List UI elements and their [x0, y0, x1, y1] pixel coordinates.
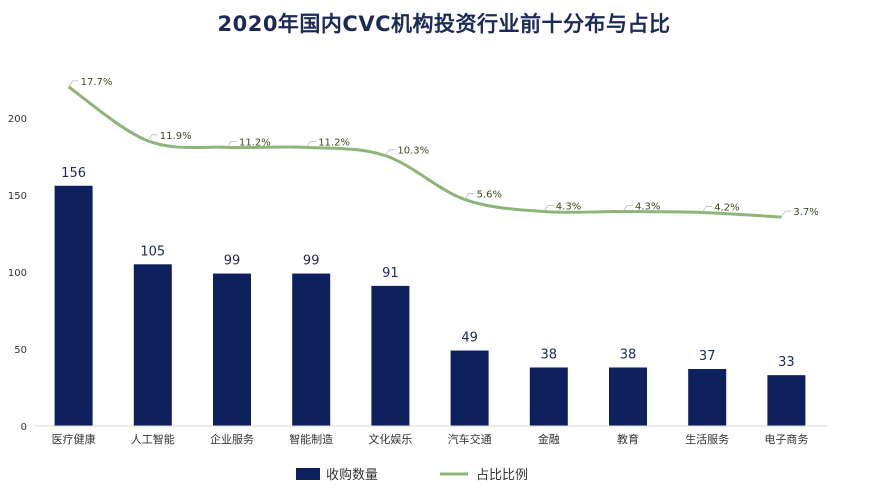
chart-title: 2020年国内CVC机构投资行业前十分布与占比 [217, 12, 671, 36]
y-tick-label: 50 [14, 345, 27, 356]
y-tick-label: 150 [8, 191, 27, 202]
pct-leader [543, 205, 554, 212]
line-series: 17.7% 11.9% 11.2% 11.2% 10.3% 5.6% 4.3% 4.3% 4.2… [67, 77, 819, 219]
category-label: 医疗健康 [52, 432, 96, 446]
line-path [67, 85, 782, 219]
bar [450, 350, 489, 426]
bar [54, 185, 93, 426]
pct-value-label: 4.2% [714, 202, 739, 213]
pct-value-label: 10.3% [397, 146, 429, 157]
legend-bar-swatch [296, 468, 320, 480]
bar [292, 273, 331, 426]
y-axis: 0 50 100 150 200 [8, 114, 27, 433]
pct-value-label: 3.7% [793, 207, 818, 218]
bar-value-label: 33 [778, 355, 795, 370]
bar-value-label: 91 [382, 266, 399, 281]
bar [133, 264, 172, 426]
category-label: 教育 [617, 432, 639, 446]
y-tick-label: 100 [8, 268, 27, 279]
pct-leader [622, 205, 633, 212]
legend-line-label: 占比比例 [476, 468, 528, 483]
pct-leader [701, 206, 713, 213]
bar [371, 285, 410, 426]
y-tick-label: 0 [21, 422, 27, 433]
pct-leader [385, 149, 396, 156]
y-tick-label: 200 [8, 114, 27, 125]
category-label: 生活服务 [685, 432, 729, 446]
category-label: 文化娱乐 [368, 432, 412, 446]
bar-value-label: 105 [140, 244, 165, 259]
bar-value-label: 99 [224, 254, 241, 269]
bar-value-label: 38 [620, 347, 637, 362]
bar [767, 375, 806, 426]
bar [213, 273, 251, 426]
category-label: 人工智能 [131, 432, 175, 446]
pct-value-label: 11.2% [318, 137, 350, 148]
pct-value-label: 11.2% [239, 137, 271, 148]
category-label: 汽车交通 [448, 432, 492, 446]
pct-leader [147, 134, 158, 142]
bar-value-label: 49 [461, 331, 478, 346]
pct-leader [464, 193, 475, 200]
legend: 收购数量 占比比例 [296, 467, 528, 483]
pct-value-label: 11.9% [160, 131, 192, 142]
pct-leader [781, 210, 792, 218]
pct-value-label: 4.3% [556, 202, 581, 213]
category-label: 电子商务 [764, 432, 808, 446]
bar-value-label: 38 [541, 347, 558, 362]
pct-value-label: 5.6% [477, 189, 502, 200]
category-label: 智能制造 [289, 432, 333, 446]
bar [529, 367, 568, 426]
pct-value-label: 17.7% [81, 77, 113, 88]
pct-leader [226, 140, 237, 148]
category-label: 企业服务 [210, 432, 254, 446]
bar-value-label: 37 [699, 349, 716, 364]
bar-value-label: 156 [61, 166, 86, 181]
pct-leader [305, 140, 317, 148]
category-label: 金融 [538, 432, 560, 446]
bar [688, 369, 727, 426]
bar-series: 156 105 99 99 91 49 38 38 37 33 [54, 166, 806, 426]
legend-bar-label: 收购数量 [326, 467, 378, 483]
category-labels: 医疗健康 人工智能 企业服务 智能制造 文化娱乐 汽车交通 金融 教育 生活服务 电子商务 [52, 432, 809, 446]
bar-value-label: 99 [303, 254, 320, 269]
pct-value-label: 4.3% [635, 202, 660, 213]
bar [609, 367, 647, 426]
pct-leader [68, 80, 79, 88]
